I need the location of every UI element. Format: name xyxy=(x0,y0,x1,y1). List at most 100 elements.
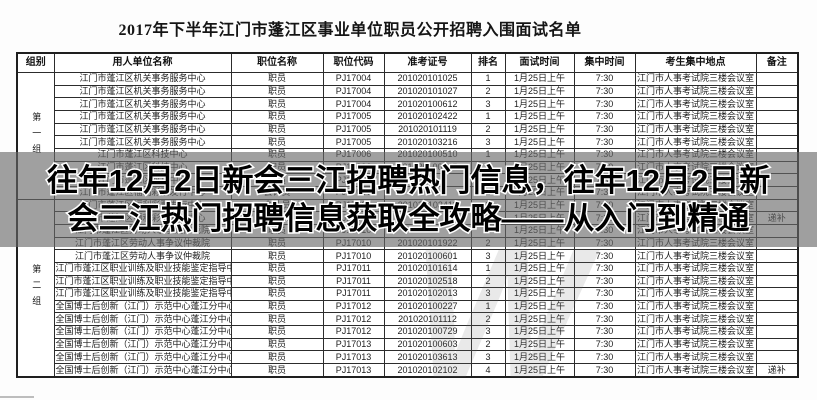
cell-interview-time: 1月25日上午 xyxy=(504,72,575,86)
cell-position-code: PJ17004 xyxy=(322,84,385,99)
cell-gather-time: 7:30 xyxy=(573,72,636,86)
cell-gather-time: 7:30 xyxy=(573,261,636,276)
cell-employer: 江门市蓬江区职业训练及职业技能鉴定指导中心 xyxy=(53,287,232,301)
cell-position: 职员 xyxy=(230,135,324,149)
cell-rank: 3 xyxy=(470,135,506,149)
cell-rank: 3 xyxy=(470,350,506,365)
cell-rank: 3 xyxy=(470,97,506,111)
cell-rank: 1 xyxy=(470,261,506,276)
cell-location: 江门市人事考试院三楼会议室 xyxy=(634,122,757,137)
cell-interview-time: 1月25日上午 xyxy=(504,350,575,365)
cell-location: 江门市人事考试院三楼会议室 xyxy=(634,135,757,149)
cell-location: 江门市人事考试院三楼会议室 xyxy=(634,72,757,86)
cell-gather-time: 7:30 xyxy=(573,299,636,314)
cell-rank: 3 xyxy=(470,249,506,263)
table-row: 全国博士后创新（江门）示范中心蓬江分中心 职员 PJ17013 20102010210… xyxy=(17,363,799,378)
cell-employer: 江门市蓬江区机关事务服务中心 xyxy=(53,109,232,124)
cell-ticket-no: 201020100603 xyxy=(383,337,472,352)
cell-rank: 1 xyxy=(470,299,506,314)
cell-position-code: PJ17011 xyxy=(322,287,385,301)
cell-position: 职员 xyxy=(230,249,324,263)
table-row: 全国博士后创新（江门）示范中心蓬江分中心 职员 PJ17012 20102010072… xyxy=(17,325,799,339)
cell-note xyxy=(755,261,799,276)
cell-note xyxy=(755,274,799,289)
cell-ticket-no: 201020103613 xyxy=(383,350,472,365)
cell-interview-time: 1月25日上午 xyxy=(504,249,575,263)
cell-note xyxy=(755,109,799,124)
cell-gather-time: 7:30 xyxy=(573,274,636,289)
cell-position-code: PJ17005 xyxy=(322,135,385,149)
cell-note xyxy=(755,249,799,263)
cell-employer: 全国博士后创新（江门）示范中心蓬江分中心 xyxy=(53,299,232,314)
cell-employer: 江门市蓬江区职业训练及职业技能鉴定指导中心 xyxy=(53,261,232,276)
cell-position-code: PJ17013 xyxy=(322,350,385,365)
cell-gather-time: 7:30 xyxy=(573,350,636,365)
table-row: 江门市蓬江区机关事务服务中心 职员 PJ17005 201020102422 1 1月25… xyxy=(17,109,799,124)
cell-note: 递补 xyxy=(755,363,799,378)
cell-interview-time: 1月25日上午 xyxy=(504,135,575,149)
table-row: 江门市蓬江区机关事务服务中心 职员 PJ17004 201020100612 3 1月25… xyxy=(17,97,799,111)
cell-note xyxy=(755,135,799,149)
cell-position: 职员 xyxy=(230,299,324,314)
cell-location: 江门市人事考试院三楼会议室 xyxy=(634,261,757,276)
column-header: 职位名称 xyxy=(230,52,324,73)
cell-interview-time: 1月25日上午 xyxy=(504,84,575,99)
cell-location: 江门市人事考试院三楼会议室 xyxy=(634,337,757,352)
cell-position: 职员 xyxy=(230,122,324,137)
cell-position-code: PJ17004 xyxy=(322,72,385,86)
table-row: 江门市蓬江区机关事务服务中心 职员 PJ17005 201020101119 2 1月25… xyxy=(17,122,799,137)
cell-location: 江门市人事考试院三楼会议室 xyxy=(634,274,757,289)
cell-position-code: PJ17011 xyxy=(322,261,385,276)
cell-position-code: PJ17005 xyxy=(322,122,385,137)
cell-interview-time: 1月25日上午 xyxy=(504,325,575,339)
table-header: 组别 用人单位名称 职位名称 职位代码 准考证号 排名 面试时间 集中时间 考生集中地点 备注 xyxy=(16,52,799,73)
cell-position: 职员 xyxy=(230,363,324,378)
table-row: 第一组 江门市蓬江区机关事务服务中心 职员 PJ17004 201020101025 1 1… xyxy=(16,72,799,200)
cell-position-code: PJ17013 xyxy=(322,363,385,378)
table-row: 全国博士后创新（江门）示范中心蓬江分中心 职员 PJ17013 20102010361… xyxy=(17,350,799,365)
cell-note xyxy=(755,337,799,352)
column-header: 备注 xyxy=(755,52,799,73)
cell-position: 职员 xyxy=(230,337,324,352)
cell-position-code: PJ17012 xyxy=(322,312,385,327)
cell-employer: 全国博士后创新（江门）示范中心蓬江分中心 xyxy=(53,363,232,378)
cell-ticket-no: 201020101119 xyxy=(383,122,472,137)
column-header: 考生集中地点 xyxy=(634,52,757,73)
cell-ticket-no: 201020102102 xyxy=(383,363,472,378)
cell-gather-time: 7:30 xyxy=(573,337,636,352)
cell-rank: 1 xyxy=(470,72,506,86)
cell-employer: 全国博士后创新（江门）示范中心蓬江分中心 xyxy=(53,325,232,339)
cell-employer: 全国博士后创新（江门）示范中心蓬江分中心 xyxy=(53,312,232,327)
page-title: 2017年下半年江门市蓬江区事业单位职员公开招聘入围面试名单 xyxy=(118,22,582,39)
cell-position: 职员 xyxy=(230,287,324,301)
cell-interview-time: 1月25日上午 xyxy=(504,261,575,276)
cell-ticket-no: 201020101614 xyxy=(383,261,472,276)
cell-position-code: PJ17010 xyxy=(322,249,385,263)
cell-rank: 2 xyxy=(470,84,506,99)
column-header: 准考证号 xyxy=(383,52,472,73)
column-header: 面试时间 xyxy=(504,52,575,73)
cell-gather-time: 7:30 xyxy=(573,363,636,378)
cell-position: 职员 xyxy=(230,109,324,124)
cell-position: 职员 xyxy=(230,72,324,86)
cell-employer: 江门市蓬江区机关事务服务中心 xyxy=(53,72,232,86)
table-row: 全国博士后创新（江门）示范中心蓬江分中心 职员 PJ17012 20102010022… xyxy=(17,299,799,314)
cell-interview-time: 1月25日上午 xyxy=(504,363,575,378)
cell-interview-time: 1月25日上午 xyxy=(504,122,575,137)
cell-employer: 江门市蓬江区职业训练及职业技能鉴定指导中心 xyxy=(53,274,232,289)
cell-gather-time: 7:30 xyxy=(573,312,636,327)
cell-ticket-no: 201020102518 xyxy=(383,274,472,289)
cell-location: 江门市人事考试院三楼会议室 xyxy=(634,299,757,314)
cell-gather-time: 7:30 xyxy=(573,287,636,301)
cell-gather-time: 7:30 xyxy=(573,84,636,99)
cell-rank: 4 xyxy=(470,363,506,378)
cell-position: 职员 xyxy=(230,97,324,111)
cell-interview-time: 1月25日上午 xyxy=(504,299,575,314)
table-row: 江门市蓬江区机关事务服务中心 职员 PJ17004 201020101027 2 1月25… xyxy=(17,84,799,99)
table-row: 全国博士后创新（江门）示范中心蓬江分中心 职员 PJ17013 20102010060… xyxy=(17,337,799,352)
cell-ticket-no: 201020102422 xyxy=(383,109,472,124)
column-header: 集中时间 xyxy=(573,52,636,73)
cell-location: 江门市人事考试院三楼会议室 xyxy=(634,325,757,339)
cell-employer: 江门市蓬江区机关事务服务中心 xyxy=(53,122,232,137)
cell-location: 江门市人事考试院三楼会议室 xyxy=(634,287,757,301)
